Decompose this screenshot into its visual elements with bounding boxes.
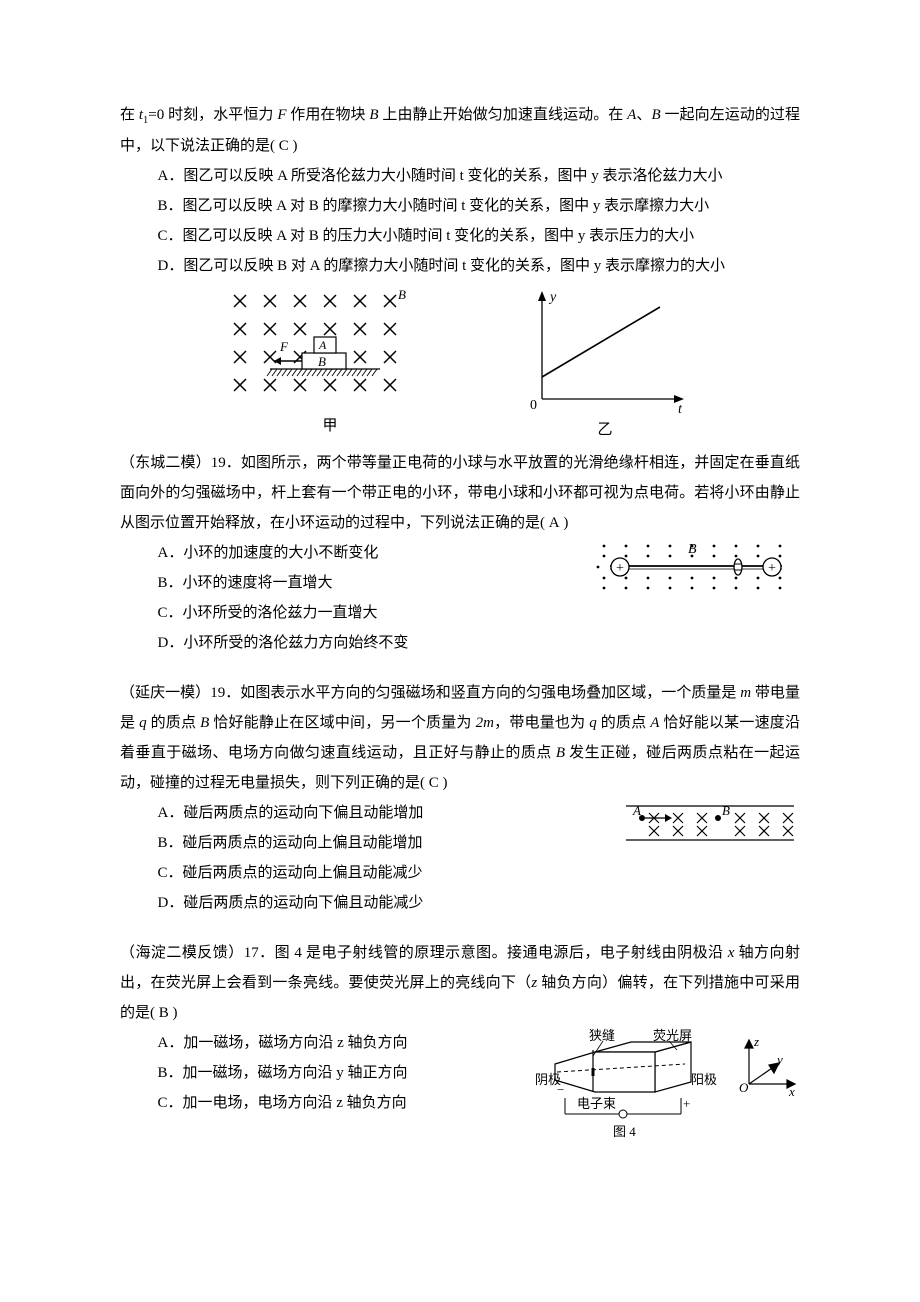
x-axis-label: t bbox=[678, 402, 683, 417]
q1-fig-left: B A F B bbox=[230, 287, 430, 413]
q1: 在 t1=0 时刻，水平恒力 F 作用在物块 B 上由静止开始做匀加速直线运动。… bbox=[120, 100, 800, 438]
var-q: q bbox=[139, 715, 147, 731]
t: 如图表示水平方向的匀强磁场和竖直方向的匀强电场叠加区域，一个质量是 bbox=[240, 685, 740, 701]
caption-label: 图 4 bbox=[613, 1124, 636, 1139]
q1-fig-left-col: B A F B 甲 bbox=[230, 287, 430, 434]
q4-num: 17． bbox=[244, 945, 275, 961]
anode-label: 阳极 bbox=[691, 1072, 717, 1087]
q4-opt-C: C．加一电场，电场方向沿 z 轴负方向 bbox=[158, 1088, 516, 1118]
q1-fig-right-col: y t 0 乙 bbox=[520, 287, 690, 438]
x-label: x bbox=[788, 1084, 795, 1099]
t: ，带电量也为 bbox=[494, 715, 589, 731]
q4-opt-A: A．加一磁场，磁场方向沿 z 轴负方向 bbox=[158, 1028, 516, 1058]
q3-opt-B: B．碰后两质点的运动向上偏且动能增加 bbox=[158, 828, 601, 858]
t: 恰好能静止在区域中间，另一个质量为 bbox=[209, 715, 475, 731]
q3-opt-C: C．碰后两质点的运动向上偏且动能减少 bbox=[158, 858, 601, 888]
B-label: B bbox=[722, 803, 730, 818]
var-B2: B bbox=[556, 745, 565, 761]
t: ) bbox=[439, 775, 448, 791]
B-field-label: B bbox=[398, 287, 406, 302]
plus-label: + bbox=[683, 1096, 690, 1111]
q3: （延庆一模）19．如图表示水平方向的匀强磁场和竖直方向的匀强电场叠加区域，一个质… bbox=[120, 678, 800, 918]
q4-opt-B: B．加一磁场，磁场方向沿 y 轴正方向 bbox=[158, 1058, 516, 1088]
q1-answer: C bbox=[279, 138, 289, 154]
var-2m: 2m bbox=[476, 715, 494, 731]
q3-opt-D: D．碰后两质点的运动向下偏且动能减少 bbox=[158, 888, 601, 918]
q1-fig-right-label: 乙 bbox=[597, 423, 612, 438]
A-label: A bbox=[632, 803, 641, 818]
text: 上由静止开始做匀加速直线运动。在 bbox=[379, 107, 628, 123]
q2-fig-wrap: + + B bbox=[590, 538, 800, 594]
q2-source: （东城二模） bbox=[120, 455, 211, 471]
plus-right: + bbox=[768, 561, 776, 576]
t: 的质点 bbox=[147, 715, 201, 731]
q4-intro: （海淀二模反馈）17．图 4 是电子射线管的原理示意图。接通电源后，电子射线由阴… bbox=[120, 938, 800, 1028]
q2: （东城二模）19．如图所示，两个带等量正电荷的小球与水平放置的光滑绝缘杆相连，并… bbox=[120, 448, 800, 658]
q1-intro: 在 t1=0 时刻，水平恒力 F 作用在物块 B 上由静止开始做匀加速直线运动。… bbox=[120, 100, 800, 161]
q2-num: 19． bbox=[211, 455, 241, 471]
q3-opt-A: A．碰后两质点的运动向下偏且动能增加 bbox=[158, 798, 601, 828]
q4-answer: B bbox=[159, 1005, 169, 1021]
q2-opt-B: B．小环的速度将一直增大 bbox=[158, 568, 571, 598]
q1-figures: B A F B 甲 y t 0 bbox=[120, 287, 800, 438]
q2-opt-A: A．小环的加速度的大小不断变化 bbox=[158, 538, 571, 568]
q3-fig-wrap: A B bbox=[620, 798, 800, 848]
F-label: F bbox=[279, 339, 289, 354]
q4-fig-wrap: − + 狭缝 荧光屏 阴极 阳极 电子束 图 4 bbox=[535, 1028, 800, 1146]
var-A: A bbox=[627, 107, 636, 123]
text: ) bbox=[560, 515, 569, 531]
q2-opt-C: C．小环所受的洛伦兹力一直增大 bbox=[158, 598, 571, 628]
boxB-label: B bbox=[318, 354, 326, 369]
t: 图 4 是电子射线管的原理示意图。接通电源后，电子射线由阴极沿 bbox=[275, 945, 728, 961]
svg-text:0: 0 bbox=[530, 398, 537, 413]
var-B: B bbox=[369, 107, 378, 123]
q2-opt-D: D．小环所受的洛伦兹力方向始终不变 bbox=[158, 628, 571, 658]
text: ) bbox=[289, 138, 298, 154]
var-m: m bbox=[740, 685, 751, 701]
q3-answer: C bbox=[429, 775, 439, 791]
text: =0 时刻，水平恒力 bbox=[148, 107, 277, 123]
q1-opt-C: C．图乙可以反映 A 对 B 的压力大小随时间 t 变化的关系，图中 y 表示压… bbox=[158, 221, 801, 251]
slit-label: 狭缝 bbox=[589, 1028, 615, 1043]
q4: （海淀二模反馈）17．图 4 是电子射线管的原理示意图。接通电源后，电子射线由阴… bbox=[120, 938, 800, 1146]
q2-fig: + + B bbox=[590, 538, 800, 594]
q1-opt-B: B．图乙可以反映 A 对 B 的摩擦力大小随时间 t 变化的关系，图中 y 表示… bbox=[158, 191, 801, 221]
q3-source: （延庆一模） bbox=[120, 685, 210, 701]
plus-left: + bbox=[616, 561, 624, 576]
q1-opt-A: A．图乙可以反映 A 所受洛伦兹力大小随时间 t 变化的关系，图中 y 表示洛伦… bbox=[158, 161, 801, 191]
q4-source: （海淀二模反馈） bbox=[120, 945, 244, 961]
t: 的质点 bbox=[597, 715, 651, 731]
var-B: B bbox=[200, 715, 209, 731]
var-B2: B bbox=[651, 107, 660, 123]
B-label: B bbox=[688, 542, 697, 557]
cathode-label: 阴极 bbox=[535, 1072, 561, 1087]
q3-options: A．碰后两质点的运动向下偏且动能增加 B．碰后两质点的运动向上偏且动能增加 C．… bbox=[120, 798, 600, 918]
q1-options: A．图乙可以反映 A 所受洛伦兹力大小随时间 t 变化的关系，图中 y 表示洛伦… bbox=[120, 161, 800, 281]
O-label: O bbox=[739, 1080, 749, 1095]
t: ) bbox=[169, 1005, 178, 1021]
text: 作用在物块 bbox=[286, 107, 369, 123]
q1-opt-D: D．图乙可以反映 B 对 A 的摩擦力大小随时间 t 变化的关系，图中 y 表示… bbox=[158, 251, 801, 281]
var-q2: q bbox=[589, 715, 597, 731]
q2-answer: A bbox=[549, 515, 560, 531]
text: 在 bbox=[120, 107, 139, 123]
q3-intro: （延庆一模）19．如图表示水平方向的匀强磁场和竖直方向的匀强电场叠加区域，一个质… bbox=[120, 678, 800, 798]
q4-fig: − + 狭缝 荧光屏 阴极 阳极 电子束 图 4 bbox=[535, 1028, 800, 1146]
y-label: y bbox=[775, 1052, 783, 1067]
beam-label: 电子束 bbox=[577, 1096, 616, 1111]
boxA-label: A bbox=[318, 338, 327, 352]
y-axis-label: y bbox=[548, 290, 557, 305]
text: 、 bbox=[636, 107, 651, 123]
screen-label: 荧光屏 bbox=[653, 1028, 692, 1043]
q2-options: A．小环的加速度的大小不断变化 B．小环的速度将一直增大 C．小环所受的洛伦兹力… bbox=[120, 538, 570, 658]
q1-fig-right: y t 0 bbox=[520, 287, 690, 417]
text: 一起向左 bbox=[661, 107, 725, 123]
q2-intro: （东城二模）19．如图所示，两个带等量正电荷的小球与水平放置的光滑绝缘杆相连，并… bbox=[120, 448, 800, 538]
q1-fig-left-label: 甲 bbox=[322, 419, 337, 434]
q3-fig: A B bbox=[620, 798, 800, 848]
q4-options: A．加一磁场，磁场方向沿 z 轴负方向 B．加一磁场，磁场方向沿 y 轴正方向 … bbox=[120, 1028, 515, 1118]
q3-num: 19． bbox=[210, 685, 240, 701]
z-label: z bbox=[753, 1034, 759, 1049]
